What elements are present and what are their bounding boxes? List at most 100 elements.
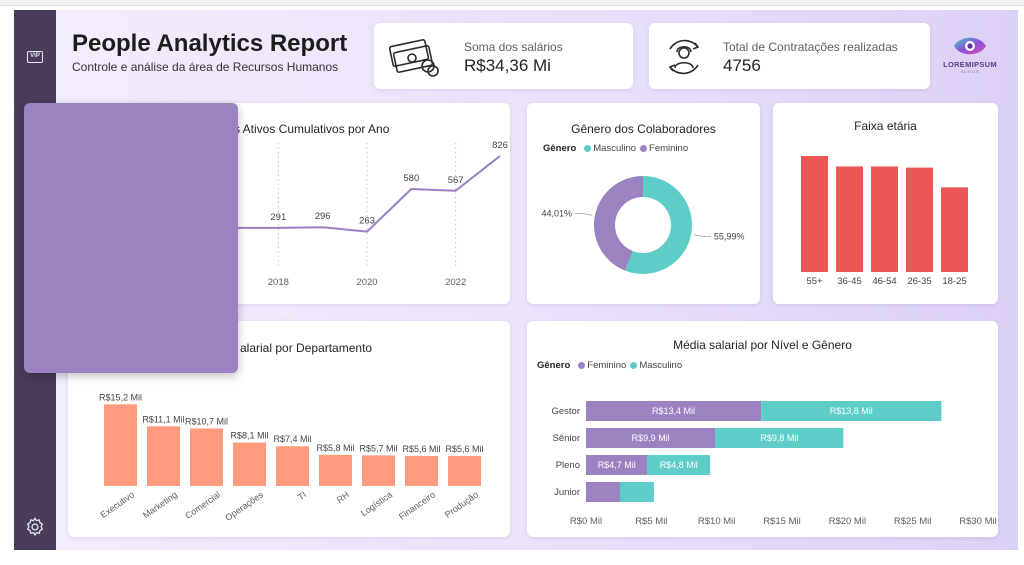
data-label: 580 <box>403 173 419 184</box>
overlay-panel[interactable] <box>24 103 238 373</box>
card-age[interactable]: Faixa etária 55+ 36-45 46-54 26-35 18-25 <box>773 103 998 304</box>
legend-label-masculino: Masculino <box>593 143 637 154</box>
data-label: R$4,7 Mil <box>598 460 636 470</box>
x-tick-label: RH <box>335 489 351 505</box>
y-tick-label: Junior <box>554 487 580 498</box>
bar-segment-masculino <box>761 401 942 421</box>
card-age-title: Faixa etária <box>854 119 917 133</box>
x-tick-label: 46-54 <box>872 276 896 287</box>
data-label: R$10,7 Mil <box>185 416 228 426</box>
legend-label-masculino-level: Masculino <box>639 360 683 371</box>
legend-label-feminino: Feminino <box>649 143 689 154</box>
data-label: R$5,6 Mil <box>402 444 440 454</box>
data-label: R$5,7 Mil <box>359 443 397 453</box>
x-tick-label: R$30 Mil <box>959 516 997 527</box>
gender-legend: Gênero Masculino Feminino <box>543 143 688 154</box>
data-label: R$5,6 Mil <box>445 444 483 454</box>
vip-badge-icon[interactable]: VIP <box>27 51 43 63</box>
level-legend-title: Gênero <box>537 360 571 371</box>
x-tick-label: Financeiro <box>397 489 437 521</box>
x-tick-label: R$0 Mil <box>570 516 602 527</box>
kpi-salaries-value: R$34,36 Mi <box>464 56 551 75</box>
top-strip <box>0 0 1024 6</box>
kpi-salaries-label: Soma dos salários <box>464 40 563 54</box>
data-label: 291 <box>270 212 286 223</box>
eye-logo-icon <box>954 37 986 55</box>
legend-dot-feminino-level <box>578 362 586 369</box>
company-logo: LOREMIPSUM A L G O R <box>940 33 1000 83</box>
gender-legend-title: Gênero <box>543 143 577 154</box>
bar-segment-feminino <box>586 428 716 448</box>
x-tick-label: 2022 <box>445 277 466 288</box>
page-subtitle: Controle e análise da área de Recursos H… <box>72 60 339 74</box>
card-level-title: Média salarial por Nível e Gênero <box>673 338 852 352</box>
recruiter-icon <box>668 39 700 75</box>
report-canvas: VIP People Analytics Report Controle e a… <box>14 10 1018 550</box>
x-tick-label: 55+ <box>806 276 823 287</box>
bar-age-46-54 <box>871 166 898 272</box>
data-label: R$9,8 Mil <box>760 433 798 443</box>
card-dept-title: alarial por Departamento <box>240 341 373 355</box>
bar-age-18-25 <box>941 187 968 272</box>
x-tick-label: TI <box>296 489 308 502</box>
kpi-hires-value: 4756 <box>723 56 761 75</box>
logo-text: LOREMIPSUM <box>943 60 997 69</box>
bar-segment-feminino <box>586 401 762 421</box>
data-label: R$11,1 Mil <box>142 414 184 424</box>
bar-dept <box>319 454 352 486</box>
age-bar-chart: 55+ 36-45 46-54 26-35 18-25 <box>801 156 968 287</box>
bar-segment-feminino <box>586 455 648 475</box>
slice-label: 44,01% <box>542 209 573 219</box>
gear-icon[interactable] <box>24 516 46 538</box>
data-label: 567 <box>448 175 464 186</box>
x-tick-label: R$20 Mil <box>829 516 867 527</box>
bar-age-55+ <box>801 156 828 272</box>
series-line-cumulative <box>234 155 501 233</box>
bar-segment-masculino <box>647 455 711 475</box>
bar-segment-masculino <box>619 482 654 502</box>
x-tick-label: 2020 <box>356 277 377 288</box>
level-stacked-bar-chart: Gestor R$13,4 Mil R$13,8 Mil Sênior R$9,9 Mi… <box>551 401 997 527</box>
data-label: R$15,2 Mil <box>99 392 142 402</box>
x-tick-label: Operações <box>223 489 265 523</box>
x-tick-label: R$5 Mil <box>635 516 667 527</box>
x-tick-label: Executivo <box>98 489 136 520</box>
x-tick-label: 26-35 <box>907 276 931 287</box>
slice-leader-line <box>575 213 592 216</box>
x-tick-label: Produção <box>443 489 480 519</box>
x-tick-label: 2018 <box>268 277 289 288</box>
card-gender-title: Gênero dos Colaboradores <box>571 122 716 136</box>
kpi-card-hires[interactable]: Total de Contratações realizadas 4756 <box>649 23 930 89</box>
legend-dot-masculino-level <box>630 362 638 369</box>
y-tick-label: Gestor <box>551 406 580 417</box>
card-level[interactable]: Média salarial por Nível e Gênero Gênero… <box>527 321 998 537</box>
bar-dept <box>276 446 309 486</box>
donut-slice-feminino <box>594 176 643 271</box>
level-legend: Gênero Feminino Masculino <box>537 360 682 371</box>
bar-segment-masculino <box>715 428 844 448</box>
card-cumulative-title: s Ativos Cumulativos por Ano <box>234 122 390 136</box>
x-tick-label: 18-25 <box>942 276 966 287</box>
money-icon <box>388 39 439 77</box>
dept-bar-chart: R$15,2 Mil Executivo R$11,1 Mil Marketing R$… <box>98 392 483 523</box>
bar-segment-feminino <box>586 482 620 502</box>
data-label: R$8,1 Mil <box>230 430 268 440</box>
data-label: R$4,8 Mil <box>660 460 698 470</box>
x-tick-label: 36-45 <box>837 276 861 287</box>
logo-tagline: A L G O R <box>960 69 980 74</box>
data-label: R$5,8 Mil <box>316 443 354 453</box>
bar-age-36-45 <box>836 166 863 272</box>
data-label: R$7,4 Mil <box>273 434 311 444</box>
card-gender[interactable]: Gênero dos Colaboradores Gênero Masculino… <box>527 103 760 304</box>
x-tick-label: Logística <box>359 489 394 518</box>
donut-slice-masculino <box>624 176 692 274</box>
data-label: 826 <box>492 140 508 151</box>
data-label: 296 <box>315 211 331 222</box>
bar-dept <box>190 428 223 486</box>
slice-label: 55,99% <box>714 231 745 241</box>
x-tick-label: Comercial <box>183 489 222 520</box>
page-title: People Analytics Report <box>72 30 348 57</box>
x-tick-label: R$25 Mil <box>894 516 932 527</box>
kpi-card-salaries[interactable]: Soma dos salários R$34,36 Mi <box>374 23 633 89</box>
bar-dept <box>104 404 137 486</box>
